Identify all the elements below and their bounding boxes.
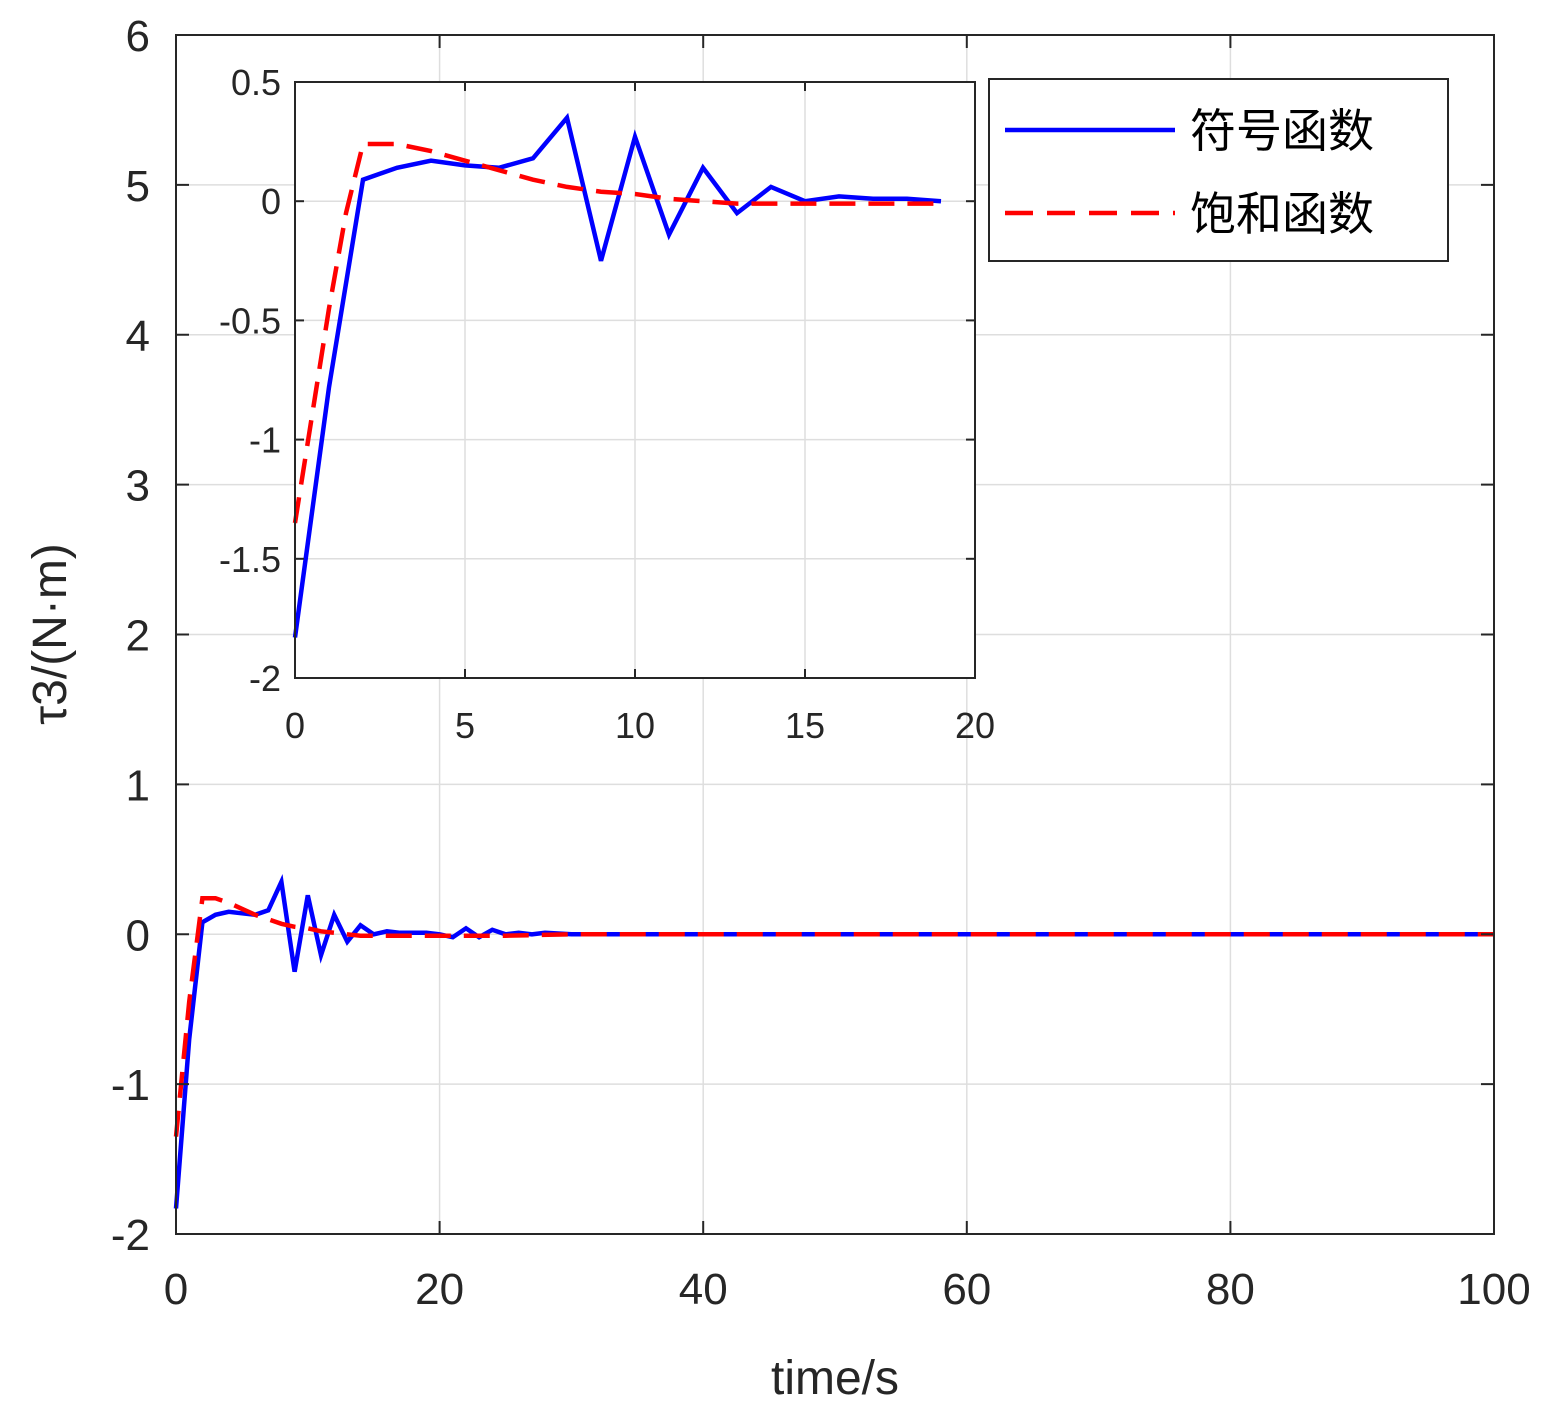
y-tick-label: 0 (261, 181, 281, 222)
y-tick-label: 3 (126, 462, 150, 511)
x-tick-label: 0 (285, 705, 305, 746)
x-tick-label: 40 (679, 1265, 728, 1314)
y-tick-label: 0 (126, 911, 150, 960)
y-axis-label: τ3/(N·m) (24, 543, 77, 725)
x-tick-label: 80 (1206, 1265, 1255, 1314)
y-tick-label: -0.5 (219, 300, 281, 341)
inset-series (292, 112, 942, 638)
legend-box (988, 78, 1449, 262)
x-tick-label: 60 (942, 1265, 991, 1314)
inset-ticks (294, 81, 976, 679)
inset-grid (295, 82, 975, 678)
x-tick-label: 15 (785, 705, 825, 746)
legend-sign-function-label: 符号函数 (1190, 104, 1374, 158)
x-tick-label: 20 (415, 1265, 464, 1314)
y-tick-label: 4 (126, 312, 150, 361)
legend-saturation-function-label: 饱和函数 (1190, 187, 1374, 241)
x-tick-label: 5 (455, 705, 475, 746)
sign-function-series-line (292, 112, 942, 638)
inset-tick-labels: 0 5 10 15 20 -2 -1.5 -1 -0.5 0 0.5 (219, 62, 995, 746)
legend: 符号函数 饱和函数 (988, 78, 1449, 262)
x-tick-label: 10 (615, 705, 655, 746)
x-axis-label: time/s (771, 1352, 899, 1405)
main-series (173, 873, 1494, 1209)
y-tick-label: 1 (126, 761, 150, 810)
y-tick-label: 2 (126, 612, 150, 661)
y-tick-label: -1 (111, 1061, 150, 1110)
main-ticks (175, 34, 1495, 1235)
x-tick-label: 20 (955, 705, 995, 746)
y-tick-label: -1.5 (219, 539, 281, 580)
y-tick-label: 6 (126, 12, 150, 61)
y-tick-label: -1 (249, 420, 281, 461)
y-tick-label: 5 (126, 162, 150, 211)
y-tick-label: -2 (249, 658, 281, 699)
x-tick-label: 100 (1457, 1265, 1530, 1314)
y-tick-label: -2 (111, 1211, 150, 1260)
y-tick-label: 0.5 (231, 62, 281, 103)
saturation-function-series-line (173, 896, 1494, 1137)
x-tick-label: 0 (164, 1265, 188, 1314)
inset-plot: 0 5 10 15 20 -2 -1.5 -1 -0.5 0 0.5 (219, 62, 995, 746)
